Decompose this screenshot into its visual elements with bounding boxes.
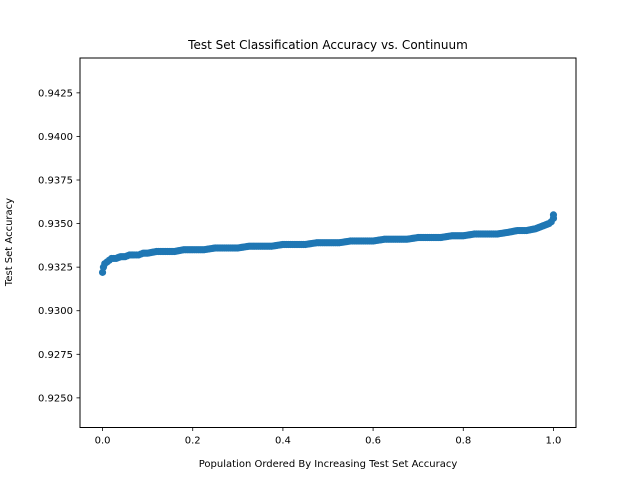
y-tick-label: 0.9400 — [38, 132, 73, 143]
y-tick-label: 0.9375 — [38, 176, 73, 187]
x-tick-label: 0.0 — [95, 436, 111, 447]
y-axis-ticks: 0.9250 0.9275 0.9300 0.9325 0.9350 0.9375 0.94… — [38, 88, 80, 404]
y-axis-label: Test Set Accuracy — [4, 198, 15, 287]
x-tick-label: 0.8 — [455, 436, 471, 447]
y-tick-label: 0.9250 — [38, 393, 73, 404]
y-tick-label: 0.9350 — [38, 219, 73, 230]
x-axis-ticks: 0.0 0.2 0.4 0.6 0.8 1.0 — [95, 427, 562, 447]
scatter-point — [549, 211, 558, 219]
y-tick-label: 0.9325 — [38, 263, 73, 274]
y-tick-label: 0.9275 — [38, 350, 73, 361]
x-tick-label: 0.2 — [185, 436, 201, 447]
x-tick-label: 1.0 — [546, 436, 562, 447]
chart-title: Test Set Classification Accuracy vs. Con… — [187, 38, 468, 52]
x-tick-label: 0.4 — [275, 436, 291, 447]
y-tick-label: 0.9425 — [38, 88, 73, 99]
y-tick-label: 0.9300 — [38, 306, 73, 317]
x-tick-label: 0.6 — [365, 436, 381, 447]
scatter-points — [98, 211, 558, 276]
plot-frame — [79, 57, 577, 428]
x-axis-label: Population Ordered By Increasing Test Se… — [199, 459, 458, 470]
